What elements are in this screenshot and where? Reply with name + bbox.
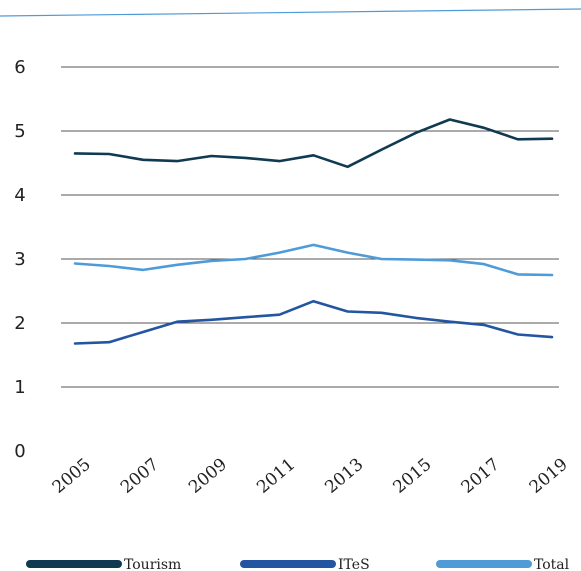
legend-label-tourism: Tourism: [124, 557, 181, 571]
x-tick-label: 2013: [321, 455, 367, 498]
y-tick-label: 4: [14, 185, 25, 206]
legend-label-ites: ITeS: [338, 557, 370, 571]
x-tick-label: 2009: [185, 455, 231, 498]
y-tick-label: 0: [14, 441, 25, 462]
x-axis-ticks: 2005 2007 2009 2011 2013 2015 2017 2019: [49, 455, 572, 498]
x-tick-label: 2017: [458, 455, 504, 498]
series-line-total: [73, 243, 554, 277]
x-tick-label: 2015: [390, 455, 436, 498]
top-divider-line: [0, 8, 581, 17]
series-lines: [73, 118, 554, 345]
x-tick-label: 2007: [117, 455, 163, 498]
legend: Tourism ITeS Total: [26, 557, 570, 571]
x-tick-label: 2011: [253, 455, 299, 498]
series-line-ites: [73, 299, 554, 345]
x-tick-label: 2019: [526, 455, 572, 498]
y-axis-ticks: 0 1 2 3 4 5 6: [14, 57, 25, 462]
y-tick-label: 6: [14, 57, 25, 78]
series-line-tourism: [73, 118, 554, 169]
x-tick-label: 2005: [49, 455, 95, 498]
y-tick-label: 5: [14, 121, 25, 142]
y-tick-label: 2: [14, 313, 25, 334]
gridlines: [61, 66, 559, 388]
legend-label-total: Total: [534, 557, 570, 571]
y-tick-label: 1: [14, 377, 25, 398]
y-tick-label: 3: [14, 249, 25, 270]
